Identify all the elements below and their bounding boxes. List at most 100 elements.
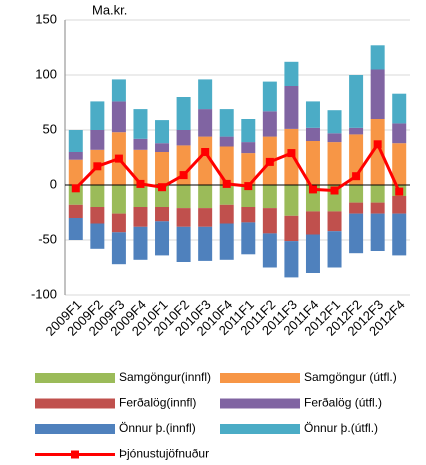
legend-swatch <box>35 373 115 383</box>
y-tick-label: 0 <box>50 176 57 191</box>
line-marker <box>308 185 317 194</box>
bar-segment <box>262 208 277 234</box>
line-marker <box>158 183 167 192</box>
bar-segment <box>284 61 299 86</box>
bar-segment <box>133 149 148 185</box>
bar-segment <box>176 97 191 130</box>
bar-segment <box>111 232 126 265</box>
legend-label: Önnur þ.(útfl.) <box>304 421 378 435</box>
bar-segment <box>349 202 364 214</box>
bar-segment <box>133 185 148 207</box>
bar-segment <box>327 231 342 268</box>
bar-segment <box>262 233 277 268</box>
legend-swatch <box>35 424 115 434</box>
bar-segment <box>176 185 191 209</box>
line-marker <box>136 179 145 188</box>
bar-segment <box>155 152 170 185</box>
bar-segment <box>370 213 385 251</box>
bar-segment <box>198 226 213 261</box>
bar-segment <box>90 185 105 207</box>
legend-marker <box>71 450 79 459</box>
bar-segment <box>90 101 105 130</box>
bar-segment <box>327 133 342 143</box>
legend-label: Samgöngur(innfl) <box>119 370 211 384</box>
line-marker <box>373 140 382 149</box>
legend-swatch <box>220 398 300 409</box>
bar-segment <box>219 204 234 224</box>
bar-segment <box>133 138 148 150</box>
bar-segment <box>284 185 299 216</box>
line-marker <box>93 162 102 171</box>
bar-segment <box>133 207 148 227</box>
bar-segment <box>327 110 342 134</box>
bar-segment <box>68 152 83 160</box>
legend-swatch <box>220 424 300 434</box>
legend-swatch <box>220 373 300 383</box>
bar-segment <box>370 185 385 203</box>
bar-segment <box>241 207 256 223</box>
bar-segment <box>370 45 385 70</box>
bar-segment <box>392 143 407 185</box>
bar-segment <box>327 211 342 232</box>
bar-segment <box>111 213 126 233</box>
bar-segment <box>133 109 148 139</box>
line-series <box>74 141 401 193</box>
line-marker <box>71 184 80 193</box>
bar-segment <box>370 202 385 214</box>
legend-label: Ferðalög(innfl) <box>119 396 196 410</box>
bar-segment <box>176 130 191 146</box>
line-marker <box>179 171 188 180</box>
line-marker <box>222 179 231 188</box>
y-tick-label: 100 <box>35 66 57 81</box>
bar-segment <box>370 119 385 185</box>
bar-segment <box>176 226 191 262</box>
bar-segment <box>219 136 234 147</box>
bar-segment <box>155 143 170 152</box>
bar-segment <box>392 213 407 256</box>
bar-segment <box>305 141 320 185</box>
bar-segment <box>111 185 126 214</box>
bar-segment <box>198 109 213 137</box>
bar-segment <box>392 123 407 144</box>
legend-label: Samgöngur (útfl.) <box>304 370 397 384</box>
line-marker <box>244 182 253 191</box>
bar-segment <box>155 207 170 222</box>
bar-segment <box>305 127 320 141</box>
bar-segment <box>90 130 105 150</box>
bar-segment <box>219 185 234 205</box>
bar-segment <box>349 75 364 128</box>
bar-segment <box>392 196 407 214</box>
bar-segment <box>111 101 126 133</box>
bar-segment <box>284 215 299 242</box>
legend-swatch <box>35 398 115 409</box>
bar-segment <box>284 241 299 278</box>
bar-segment <box>349 127 364 135</box>
line-marker <box>265 157 274 166</box>
y-tick-label: -50 <box>38 231 57 246</box>
bar-segment <box>241 142 256 154</box>
bar-segment <box>68 204 83 218</box>
bar-segment <box>241 119 256 143</box>
bar-segment <box>327 142 342 185</box>
bar-segment <box>262 185 277 209</box>
y-axis-label: Ma.kr. <box>92 2 127 17</box>
bar-segment <box>349 213 364 254</box>
y-tick-label: 150 <box>35 11 57 26</box>
bar-segment <box>198 208 213 227</box>
bar-segment <box>219 223 234 260</box>
bar-segment <box>241 222 256 255</box>
bar-segment <box>262 111 277 137</box>
bar-segment <box>370 69 385 119</box>
line-marker <box>201 148 210 156</box>
y-tick-label: 50 <box>43 121 57 136</box>
bar-segment <box>176 208 191 227</box>
line-marker <box>287 149 296 158</box>
bar-segment <box>155 120 170 144</box>
bar-segment <box>198 185 213 209</box>
bar-segment <box>155 221 170 256</box>
bar-segment <box>219 146 234 185</box>
y-tick-label: -100 <box>31 286 57 301</box>
legend-label: Önnur þ.(innfl) <box>119 421 196 435</box>
bar-segment <box>241 153 256 185</box>
